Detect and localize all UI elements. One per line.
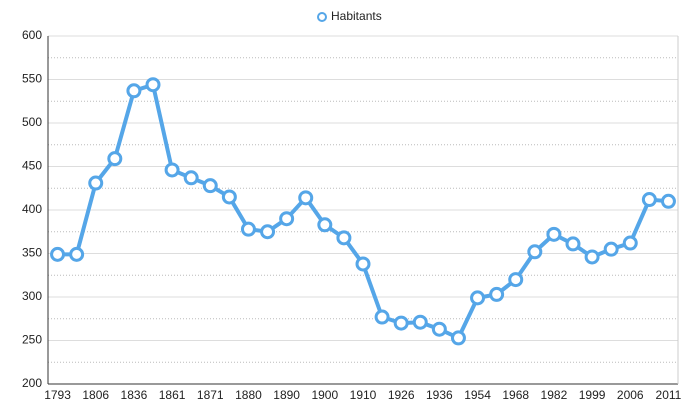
x-tick-label: 1890 [273, 388, 300, 402]
point-marker [336, 230, 352, 246]
x-tick-label: 2006 [617, 388, 644, 402]
point-marker [221, 189, 237, 205]
point-marker [317, 217, 333, 233]
x-tick-label: 2011 [656, 388, 682, 402]
point-marker [412, 314, 428, 330]
point-marker [69, 246, 85, 262]
legend-marker [317, 12, 327, 22]
point-marker [126, 83, 142, 99]
point-marker [279, 211, 295, 227]
point-marker [260, 224, 276, 240]
point-marker [470, 290, 486, 306]
x-tick-label: 1900 [311, 388, 338, 402]
y-tick-label: 350 [22, 246, 42, 260]
point-marker [450, 330, 466, 346]
point-marker [240, 221, 256, 237]
point-marker [88, 175, 104, 191]
point-marker [202, 178, 218, 194]
point-marker [374, 309, 390, 325]
x-tick-label: 1793 [44, 388, 71, 402]
point-marker [164, 162, 180, 178]
y-tick-label: 400 [22, 202, 42, 216]
point-marker [508, 272, 524, 288]
point-marker [355, 256, 371, 272]
x-tick-label: 1968 [502, 388, 529, 402]
point-marker [393, 315, 409, 331]
x-tick-label: 1954 [464, 388, 491, 402]
y-tick-label: 550 [22, 72, 42, 86]
point-marker [641, 192, 657, 208]
point-marker [183, 170, 199, 186]
y-tick-label: 600 [22, 28, 42, 42]
y-tick-label: 200 [22, 376, 42, 390]
x-tick-label: 1871 [197, 388, 224, 402]
x-tick-label: 1806 [82, 388, 109, 402]
legend-label: Habitants [331, 9, 382, 23]
point-marker [527, 244, 543, 260]
point-marker [431, 321, 447, 337]
y-tick-label: 300 [22, 289, 42, 303]
y-tick-label: 450 [22, 159, 42, 173]
point-marker [584, 249, 600, 265]
x-tick-label: 1982 [541, 388, 568, 402]
point-marker [489, 286, 505, 302]
point-marker [107, 151, 123, 167]
x-tick-label: 1926 [388, 388, 415, 402]
x-tick-label: 1999 [579, 388, 606, 402]
point-marker [298, 190, 314, 206]
x-tick-label: 1880 [235, 388, 262, 402]
y-tick-label: 500 [22, 115, 42, 129]
x-tick-label: 1910 [350, 388, 377, 402]
x-tick-label: 1861 [159, 388, 186, 402]
point-marker [660, 193, 676, 209]
point-marker [546, 226, 562, 242]
point-marker [603, 241, 619, 257]
point-marker [50, 246, 66, 262]
point-marker [565, 236, 581, 252]
y-tick-label: 250 [22, 333, 42, 347]
x-tick-label: 1836 [121, 388, 148, 402]
point-marker [622, 235, 638, 251]
x-tick-label: 1936 [426, 388, 453, 402]
point-marker [145, 77, 161, 93]
